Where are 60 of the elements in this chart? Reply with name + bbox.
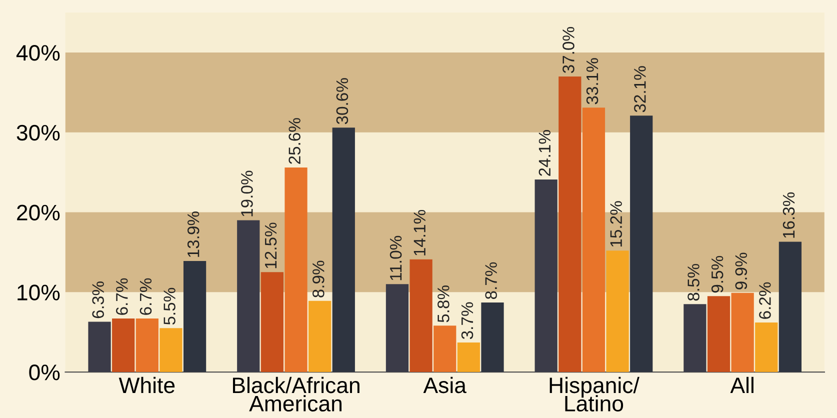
y-tick-label: 30% [16, 124, 60, 141]
bar [457, 342, 480, 372]
data-label: 24.1% [538, 130, 550, 176]
bar [136, 318, 158, 372]
x-tick-label: All [730, 376, 754, 393]
bar [410, 259, 432, 372]
bar [434, 326, 456, 372]
bar [558, 76, 582, 372]
data-label: 14.1% [414, 210, 426, 256]
data-label: 13.9% [187, 212, 200, 257]
bar [684, 304, 706, 372]
bar [606, 250, 629, 372]
data-label: 33.1% [586, 58, 598, 104]
bar [582, 108, 606, 372]
bar [534, 180, 558, 372]
bar [183, 260, 206, 372]
data-label: 15.2% [610, 201, 622, 247]
data-label: 8.5% [688, 264, 700, 301]
data-label: 5.5% [164, 288, 176, 325]
bar [160, 328, 182, 372]
y-tick-label: 10% [18, 284, 60, 300]
data-label: 9.9% [735, 252, 748, 290]
data-label: 6.7% [140, 278, 152, 315]
bar [332, 128, 355, 372]
data-label: 30.6% [336, 78, 348, 124]
data-label: 12.5% [264, 222, 277, 268]
data-label: 32.1% [634, 66, 646, 112]
y-tick-label: 0% [29, 364, 60, 380]
data-label: 37.0% [562, 27, 574, 74]
bar [481, 302, 504, 372]
data-label: 5.8% [438, 286, 450, 322]
data-label: 6.7% [116, 278, 128, 315]
y-tick-label: 20% [17, 204, 60, 221]
data-label: 11.0% [390, 236, 402, 280]
x-tick-label: White [118, 376, 175, 394]
x-tick-label: Black/African American [232, 376, 360, 412]
x-tick-label: Asia [423, 376, 466, 394]
data-label: 8.9% [312, 260, 324, 298]
y-tick-label: 40% [16, 45, 60, 61]
data-label: 16.3% [782, 192, 795, 238]
bar [731, 292, 754, 372]
bar [284, 168, 308, 372]
data-label: 9.5% [711, 256, 724, 293]
data-label: 8.7% [485, 262, 497, 300]
bar [112, 318, 135, 372]
bar [260, 272, 284, 372]
bar [707, 296, 730, 372]
data-label: 6.3% [92, 282, 104, 318]
bar [88, 322, 111, 372]
x-tick-label: Hispanic/ Latino [550, 376, 640, 412]
data-label: 25.6% [288, 118, 300, 164]
bar [308, 300, 332, 372]
bar [755, 322, 778, 372]
bar [237, 220, 260, 372]
bar [630, 116, 653, 372]
data-label: 6.2% [759, 282, 771, 319]
data-label: 19.0% [241, 170, 253, 216]
bar [386, 284, 409, 372]
data-label: 3.7% [461, 302, 474, 340]
bar [778, 242, 802, 372]
